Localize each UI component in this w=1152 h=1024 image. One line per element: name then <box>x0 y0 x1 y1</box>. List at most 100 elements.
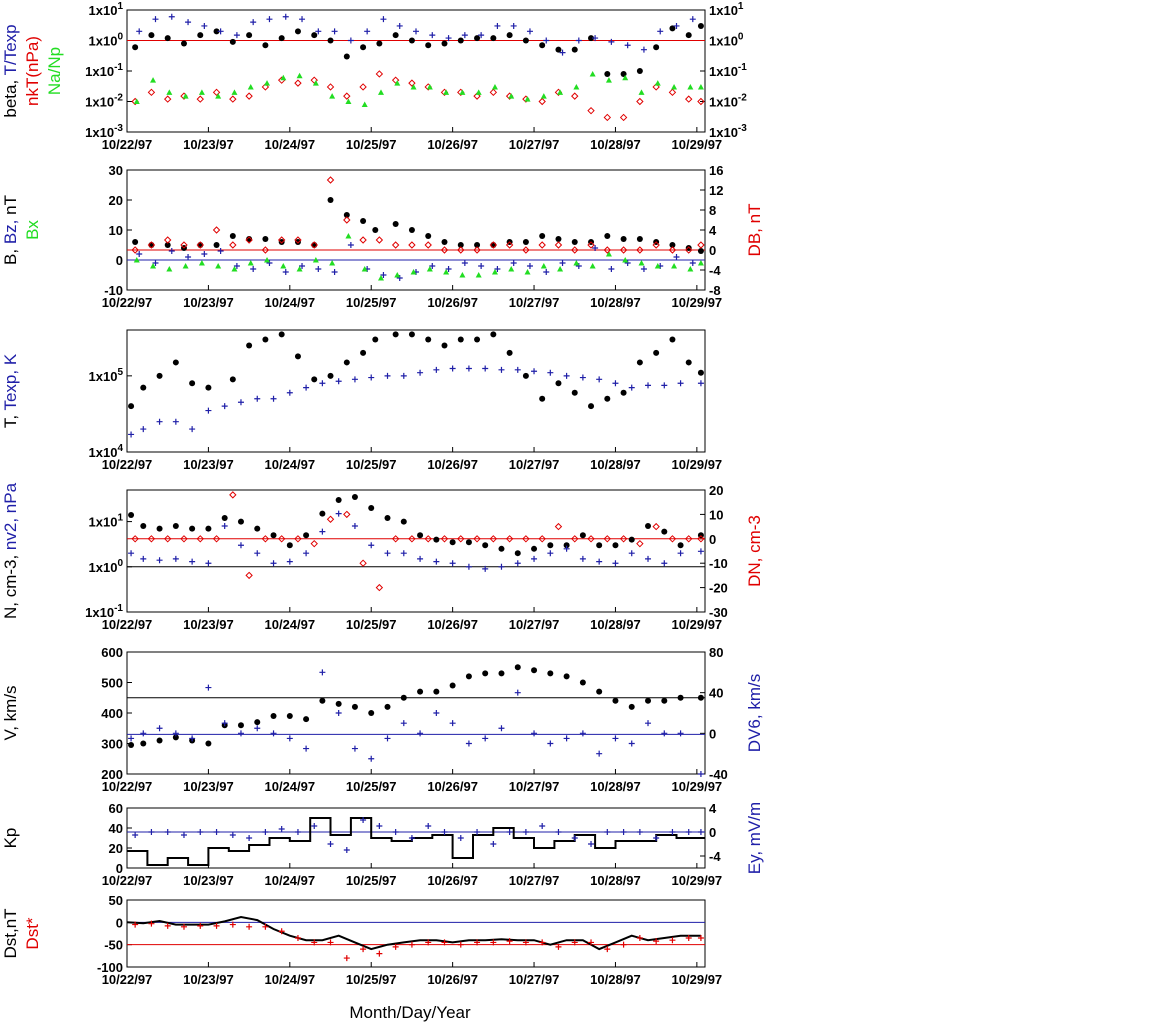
data-point <box>555 46 562 53</box>
data-point <box>185 254 192 260</box>
data-point <box>685 829 692 835</box>
data-point <box>605 251 612 257</box>
data-point <box>563 372 570 379</box>
data-point <box>294 535 302 543</box>
x-tick-label: 10/27/97 <box>509 873 560 888</box>
data-point <box>246 32 253 39</box>
data-point <box>229 832 236 838</box>
data-point <box>377 89 384 95</box>
data-point <box>587 106 595 115</box>
data-point <box>697 380 704 387</box>
data-point <box>689 16 696 23</box>
data-point <box>596 542 603 549</box>
data-point <box>506 938 513 945</box>
x-tick-label: 10/28/97 <box>590 972 641 987</box>
series-dn <box>131 491 705 592</box>
x-tick-label: 10/25/97 <box>346 617 397 632</box>
x-tick-label: 10/27/97 <box>509 295 560 310</box>
data-point <box>640 46 647 53</box>
data-point <box>335 378 342 385</box>
data-point <box>603 246 612 254</box>
series-t <box>128 331 704 410</box>
data-point <box>465 740 472 747</box>
data-point <box>156 725 163 732</box>
data-point <box>697 934 704 941</box>
plot-frame <box>126 329 706 453</box>
data-point <box>588 403 595 410</box>
data-point <box>677 694 684 701</box>
data-point <box>261 535 270 543</box>
data-point <box>128 550 135 557</box>
data-point <box>326 176 335 184</box>
data-point <box>628 550 635 557</box>
data-point <box>669 937 676 944</box>
x-tick-label: 10/22/97 <box>102 457 153 472</box>
data-point <box>212 226 221 234</box>
data-point <box>132 44 139 51</box>
data-point <box>685 32 692 39</box>
x-tick-label: 10/25/97 <box>346 457 397 472</box>
data-point <box>221 403 228 410</box>
data-point <box>201 251 208 257</box>
data-point <box>140 522 147 529</box>
x-tick-label: 10/29/97 <box>672 617 723 632</box>
data-point <box>579 679 586 686</box>
data-point <box>547 670 554 677</box>
data-point <box>343 212 350 218</box>
data-point <box>465 365 472 372</box>
data-point <box>559 49 566 56</box>
data-point <box>182 263 189 269</box>
data-point <box>380 272 387 278</box>
y-left-tick-label: 1x104 <box>89 443 124 460</box>
data-point <box>543 269 550 275</box>
data-point <box>441 239 448 245</box>
x-tick-label: 10/28/97 <box>590 137 641 152</box>
data-point <box>604 946 611 953</box>
left-axis-label-2: Bx <box>23 220 42 240</box>
data-point <box>596 750 603 757</box>
data-point <box>392 829 399 835</box>
data-point <box>473 535 481 543</box>
data-point <box>132 239 139 245</box>
data-point <box>254 395 261 402</box>
data-point <box>196 535 204 543</box>
data-point <box>441 829 448 835</box>
data-point <box>425 823 432 829</box>
data-point <box>392 331 399 338</box>
data-point <box>441 40 448 47</box>
data-point <box>474 242 481 248</box>
data-point <box>262 923 269 930</box>
data-point <box>697 241 705 249</box>
data-point <box>482 565 489 572</box>
panel-density: 10/22/97 10/23/97 10/24/97 10/25/97 10/26/97… <box>1 482 764 632</box>
data-point <box>180 923 187 930</box>
data-point <box>361 266 368 272</box>
data-point <box>246 236 253 242</box>
data-point <box>172 522 179 529</box>
data-point <box>433 710 440 716</box>
data-point <box>445 35 452 42</box>
data-point <box>508 93 515 99</box>
data-point <box>559 260 566 266</box>
data-point <box>443 89 450 95</box>
x-tick-label: 10/25/97 <box>346 137 397 152</box>
data-point <box>449 560 456 567</box>
data-point <box>128 403 135 410</box>
x-tick-label: 10/28/97 <box>590 779 641 794</box>
data-point <box>685 359 692 366</box>
data-point <box>221 522 228 529</box>
data-point <box>286 542 293 549</box>
data-point <box>312 80 319 86</box>
data-point <box>592 35 599 42</box>
x-tick-label: 10/27/97 <box>509 137 560 152</box>
data-point <box>326 83 335 91</box>
data-point <box>343 92 351 100</box>
data-point <box>465 539 472 546</box>
data-point <box>697 83 704 90</box>
data-point <box>522 829 529 835</box>
data-point <box>197 32 204 39</box>
data-point <box>198 89 205 95</box>
data-point <box>408 941 415 948</box>
y-left-tick-label: 50 <box>109 893 123 908</box>
data-point <box>465 563 472 570</box>
